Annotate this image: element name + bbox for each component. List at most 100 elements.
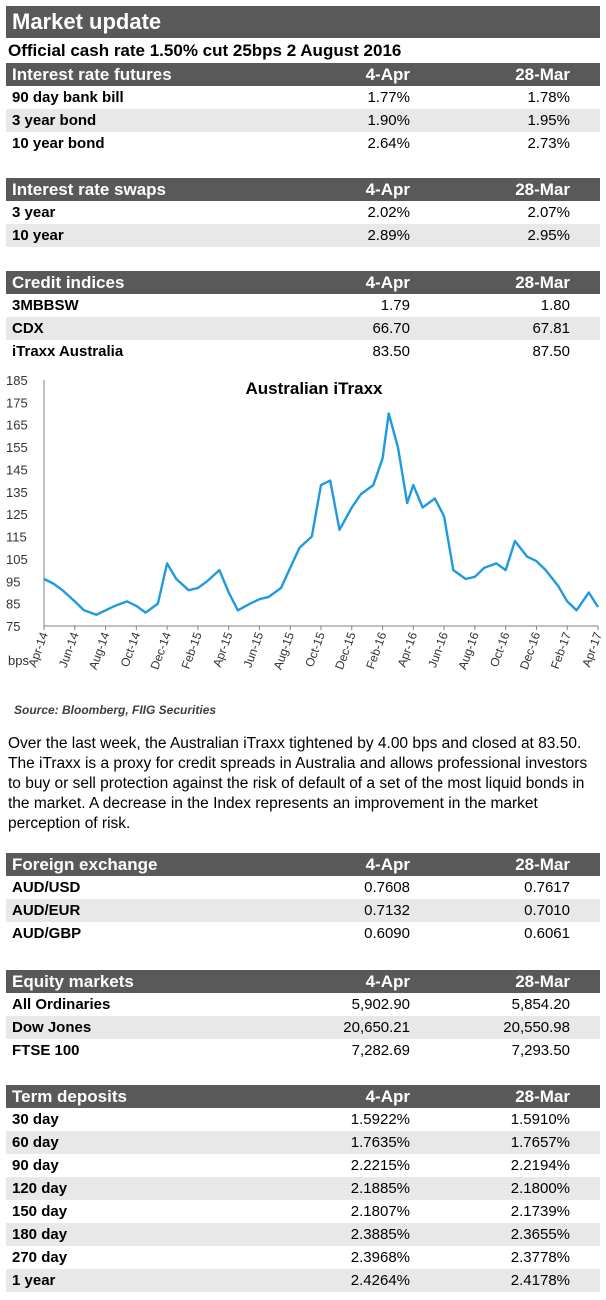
row-value-previous: 0.7010: [440, 899, 600, 922]
row-value-previous: 1.95%: [440, 109, 600, 132]
table-title: Term deposits: [6, 1085, 306, 1108]
table-row: 90 day bank bill 1.77% 1.78%: [6, 86, 600, 109]
row-value-previous: 0.7617: [524, 879, 570, 896]
chart-title: Australian iTraxx: [245, 379, 383, 398]
table-row: 3 year bond 1.90% 1.95%: [6, 109, 600, 132]
row-label: 90 day: [12, 1157, 59, 1174]
x-tick-label: Aug-14: [86, 630, 113, 671]
row-value-current: 2.1807%: [350, 1203, 410, 1220]
y-axis-label: bps: [8, 653, 29, 668]
row-value-current: 1.77%: [367, 89, 410, 106]
table-title: Interest rate futures: [6, 63, 306, 86]
row-value-current: 2.64%: [367, 135, 410, 152]
y-tick-label: 75: [6, 619, 20, 634]
table-row: FTSE 100 7,282.69 7,293.50: [6, 1039, 600, 1062]
table-row: All Ordinaries 5,902.90 5,854.20: [6, 993, 600, 1016]
row-label: 270 day: [12, 1249, 68, 1266]
table-header-row: Interest rate swaps 4-Apr 28-Mar: [6, 178, 600, 201]
row-label: 1 year: [6, 1269, 306, 1292]
row-value-previous: 87.50: [532, 343, 570, 360]
table-row: AUD/USD 0.7608 0.7617: [6, 876, 600, 899]
row-value-current: 66.70: [306, 317, 440, 340]
table-row: iTraxx Australia 83.50 87.50: [6, 340, 600, 363]
y-tick-label: 135: [6, 485, 28, 500]
equity-markets-table: Equity markets 4-Apr 28-Mar All Ordinaries 5…: [6, 970, 600, 1062]
y-tick-label: 175: [6, 395, 28, 410]
table-row: Dow Jones 20,650.21 20,550.98: [6, 1016, 600, 1039]
table-header-row: Term deposits 4-Apr 28-Mar: [6, 1085, 600, 1108]
x-tick-label: Aug-16: [455, 630, 482, 671]
row-value-previous: 2.95%: [440, 224, 600, 247]
x-tick-label: Oct-15: [302, 630, 328, 669]
row-value-previous: 67.81: [440, 317, 600, 340]
table-title: Interest rate swaps: [6, 178, 306, 201]
row-value-previous: 1.80: [540, 297, 570, 314]
row-value-previous: 5,854.20: [511, 996, 570, 1013]
row-value-current: 2.89%: [306, 224, 440, 247]
credit-indices-table: Credit indices 4-Apr 28-Mar 3MBBSW 1.79 1.80 C…: [6, 271, 600, 363]
row-value-previous: 20,550.98: [440, 1016, 600, 1039]
row-value-previous: 2.3655%: [440, 1223, 600, 1246]
row-label: All Ordinaries: [12, 996, 111, 1013]
row-label: AUD/EUR: [6, 899, 306, 922]
table-header-row: Foreign exchange 4-Apr 28-Mar: [6, 853, 600, 876]
table-title: Foreign exchange: [6, 853, 306, 876]
x-tick-label: Feb-17: [548, 630, 574, 671]
table-row: AUD/EUR 0.7132 0.7010: [6, 899, 600, 922]
row-label: FTSE 100: [12, 1042, 80, 1059]
y-tick-label: 155: [6, 440, 28, 455]
row-label: 120 day: [6, 1177, 306, 1200]
x-tick-label: Oct-14: [118, 630, 144, 669]
row-label: AUD/GBP: [12, 925, 82, 942]
x-tick-label: Dec-14: [148, 630, 174, 671]
table-row: CDX 66.70 67.81: [6, 317, 600, 340]
row-label: 3MBBSW: [12, 297, 79, 314]
row-value-previous: 2.3778%: [510, 1249, 570, 1266]
row-label: 10 year: [6, 224, 306, 247]
row-value-current: 0.7608: [364, 879, 410, 896]
row-value-previous: 2.07%: [527, 204, 570, 221]
row-value-current: 83.50: [372, 343, 410, 360]
column-header-current: 4-Apr: [306, 63, 440, 86]
y-tick-label: 115: [6, 530, 27, 545]
column-header-previous: 28-Mar: [440, 178, 600, 201]
x-tick-label: Oct-16: [487, 630, 513, 669]
x-tick-label: Dec-16: [517, 630, 543, 671]
x-tick-label: Aug-15: [271, 630, 298, 671]
row-value-previous: 1.78%: [527, 89, 570, 106]
x-tick-label: Jun-14: [56, 630, 82, 670]
y-tick-label: 165: [6, 418, 28, 433]
itraxx-series-line: [43, 412, 600, 616]
column-header-previous: 28-Mar: [440, 1085, 600, 1108]
row-value-current: 1.5922%: [350, 1111, 410, 1128]
row-label: 180 day: [6, 1223, 306, 1246]
table-row: 270 day 2.3968% 2.3778%: [6, 1246, 600, 1269]
y-tick-label: 105: [6, 552, 28, 567]
row-value-previous: 2.1800%: [440, 1177, 600, 1200]
row-label: 90 day bank bill: [12, 89, 124, 106]
row-value-previous: 7,293.50: [511, 1042, 570, 1059]
row-value-current: 7,282.69: [351, 1042, 410, 1059]
row-value-current: 20,650.21: [306, 1016, 440, 1039]
table-header-row: Credit indices 4-Apr 28-Mar: [6, 271, 600, 294]
table-row: 180 day 2.3885% 2.3655%: [6, 1223, 600, 1246]
page-title: Market update: [6, 6, 600, 38]
table-title: Credit indices: [6, 271, 306, 294]
row-label: iTraxx Australia: [12, 343, 124, 360]
row-value-current: 1.79: [380, 297, 410, 314]
x-tick-label: Feb-16: [363, 630, 389, 671]
column-header-current: 4-Apr: [306, 1085, 440, 1108]
table-row: 120 day 2.1885% 2.1800%: [6, 1177, 600, 1200]
x-tick-label: Dec-15: [332, 630, 358, 671]
column-header-current: 4-Apr: [306, 178, 440, 201]
row-value-current: 2.2215%: [350, 1157, 410, 1174]
column-header-current: 4-Apr: [306, 853, 440, 876]
y-tick-label: 85: [6, 597, 20, 612]
interest-rate-swaps-table: Interest rate swaps 4-Apr 28-Mar 3 year 2.02…: [6, 178, 600, 247]
commentary-paragraph: Over the last week, the Australian iTrax…: [8, 735, 588, 832]
table-row: 150 day 2.1807% 2.1739%: [6, 1200, 600, 1223]
row-label: 30 day: [12, 1111, 59, 1128]
x-tick-label: Apr-14: [25, 630, 51, 669]
y-tick-label: 95: [6, 574, 20, 589]
x-tick-label: Apr-17: [579, 630, 605, 669]
